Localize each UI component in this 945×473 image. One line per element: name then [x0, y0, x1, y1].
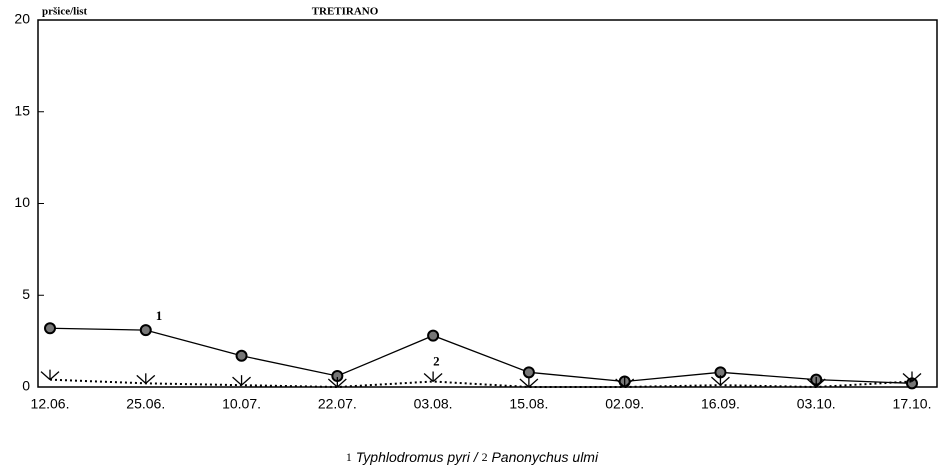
marker: [423, 371, 443, 382]
y-tick-label: 20: [14, 11, 30, 27]
series-number-label: 2: [433, 353, 440, 368]
marker: [327, 377, 347, 388]
series-number-label: 1: [156, 308, 163, 323]
marker-stroke: [432, 373, 443, 382]
x-tick-label: 17.10.: [893, 396, 932, 412]
marker: [40, 369, 60, 381]
marker: [235, 349, 248, 362]
series-line: [49, 327, 913, 384]
marker: [711, 375, 730, 386]
marker-stroke: [40, 371, 51, 381]
marker-stroke: [615, 378, 626, 388]
x-tick-label: 02.09.: [605, 396, 644, 412]
marker-stroke: [528, 378, 539, 388]
x-tick-label: 03.10.: [797, 396, 836, 412]
marker: [902, 371, 922, 382]
marker-stroke: [815, 378, 826, 388]
marker-stroke: [911, 373, 922, 382]
marker-stroke: [806, 378, 817, 388]
marker: [427, 329, 440, 342]
marker-stroke: [232, 376, 242, 386]
chart-title: TRETIRANO: [312, 6, 379, 18]
marker-stroke: [336, 378, 347, 388]
legend-text: Panonychus ulmi: [491, 449, 599, 465]
x-tick-label: 22.07.: [318, 396, 357, 412]
marker-stroke: [241, 376, 251, 386]
marker-stroke: [327, 378, 338, 388]
marker-stroke: [519, 378, 530, 388]
marker-stroke: [624, 378, 635, 388]
x-tick-label: 03.08.: [414, 396, 453, 412]
y-tick-label: 10: [14, 194, 30, 210]
x-tick-label: 25.06.: [126, 396, 165, 412]
marker: [519, 377, 539, 388]
y-axis-label: pršice/list: [42, 6, 88, 18]
plot-frame: [37, 19, 938, 388]
legend-text: 1: [346, 450, 352, 464]
x-tick-label: 10.07.: [222, 396, 261, 412]
y-tick-label: 15: [14, 102, 30, 118]
marker: [136, 373, 156, 384]
y-tick-label: 5: [22, 286, 30, 302]
marker: [806, 377, 826, 388]
marker-stroke: [136, 374, 147, 384]
marker-stroke: [145, 374, 156, 384]
marker: [522, 366, 535, 379]
marker: [139, 324, 152, 337]
legend-text: /: [473, 449, 480, 465]
marker-stroke: [720, 376, 730, 386]
marker: [615, 377, 635, 388]
legend-text: 2: [482, 450, 488, 464]
x-tick-label: 16.09.: [701, 396, 740, 412]
legend-text: Typhlodromus pyri: [356, 449, 471, 465]
series-line: [49, 378, 913, 389]
x-tick-label: 12.06.: [31, 396, 70, 412]
marker-stroke: [49, 371, 60, 381]
x-tick-label: 15.08.: [509, 396, 548, 412]
marker: [44, 322, 56, 335]
marker-stroke: [423, 373, 434, 382]
marker-stroke: [711, 376, 721, 386]
marker: [232, 375, 251, 386]
marker-stroke: [902, 373, 913, 382]
y-tick-label: 0: [22, 378, 30, 394]
legend: 1 Typhlodromus pyri / 2 Panonychus ulmi: [346, 449, 599, 465]
